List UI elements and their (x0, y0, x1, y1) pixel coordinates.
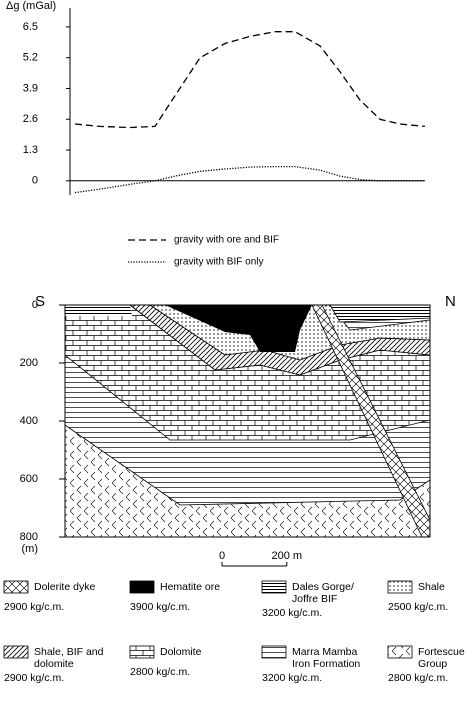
legend-item-density: 2900 kg/c.m. (4, 601, 64, 613)
legend-swatch (387, 645, 413, 659)
y-tick-label: 3.9 (23, 82, 38, 94)
scale-bar-label: 0 (219, 550, 225, 562)
legend-item-label: Iron Formation (292, 658, 360, 670)
legend-item-label: Fortescue (418, 646, 465, 658)
legend-swatch (387, 580, 413, 594)
series-line (74, 165, 425, 194)
y-tick-label: 0 (32, 175, 38, 187)
legend-swatch (129, 580, 155, 594)
legend-item-density: 3900 kg/c.m. (130, 601, 190, 613)
legend-item-density: 2500 kg/c.m. (388, 601, 448, 613)
dales-gorge-unit (65, 305, 132, 316)
legend-swatch (261, 580, 287, 594)
y-tick-label: 1.3 (23, 144, 38, 156)
section-right-label: N (445, 293, 456, 310)
legend-swatch (261, 645, 287, 659)
legend-swatch (3, 580, 29, 594)
legend-item-density: 3200 kg/c.m. (262, 607, 322, 619)
hematite-ore (165, 305, 312, 352)
scale-bar-label: 200 m (272, 550, 303, 562)
series-line (74, 31, 426, 129)
depth-tick-label: 400 (20, 415, 38, 427)
y-tick-label: 6.5 (23, 21, 38, 33)
y-axis-label: Δg (mGal) (6, 0, 56, 12)
legend-item-label: Hematite ore (160, 581, 220, 593)
legend-swatch (3, 645, 29, 659)
legend-item-density: 3200 kg/c.m. (262, 672, 322, 684)
section-left-label: S (35, 293, 45, 310)
legend-item-label: Dolerite dyke (34, 581, 95, 593)
scale-bar: 0 200 m (219, 550, 303, 567)
depth-tick-label: 200 (20, 357, 38, 369)
legend-label: gravity with BIF only (174, 257, 263, 268)
depth-tick-label: 600 (20, 473, 38, 485)
legend-item-density: 2800 kg/c.m. (388, 672, 448, 684)
depth-unit: (m) (22, 543, 39, 555)
legend-item-label: Group (418, 658, 447, 670)
legend-label: gravity with ore and BIF (174, 235, 279, 246)
legend-swatch (129, 645, 155, 659)
cross-section (64, 304, 431, 538)
legend-item-label: dolomite (34, 658, 74, 670)
legend-item-label: Shale (418, 581, 445, 593)
y-tick-label: 5.2 (23, 52, 38, 64)
legend: gravity with ore and BIF gravity with BIF… (128, 235, 279, 268)
legend-item-label: Marra Mamba (292, 646, 358, 658)
rock-legend: Dolerite dyke 2900 kg/c.m. Hematite ore 390… (3, 580, 465, 684)
legend-item-density: 2900 kg/c.m. (4, 672, 64, 684)
depth-tick-label: 0 (32, 299, 38, 311)
legend-item-label: Shale, BIF and (34, 646, 104, 658)
legend-item-density: 2800 kg/c.m. (130, 666, 190, 678)
y-tick-label: 2.6 (23, 113, 38, 125)
gravity-chart: 0 1.3 2.6 3.9 5.2 6.5 (23, 8, 426, 195)
legend-item-label: Joffre BIF (292, 593, 337, 605)
depth-axis: 0 200 400 600 800 (20, 299, 66, 543)
legend-item-label: Dolomite (160, 646, 202, 658)
depth-tick-label: 800 (20, 531, 38, 543)
legend-item-label: Dales Gorge/ (292, 581, 354, 593)
